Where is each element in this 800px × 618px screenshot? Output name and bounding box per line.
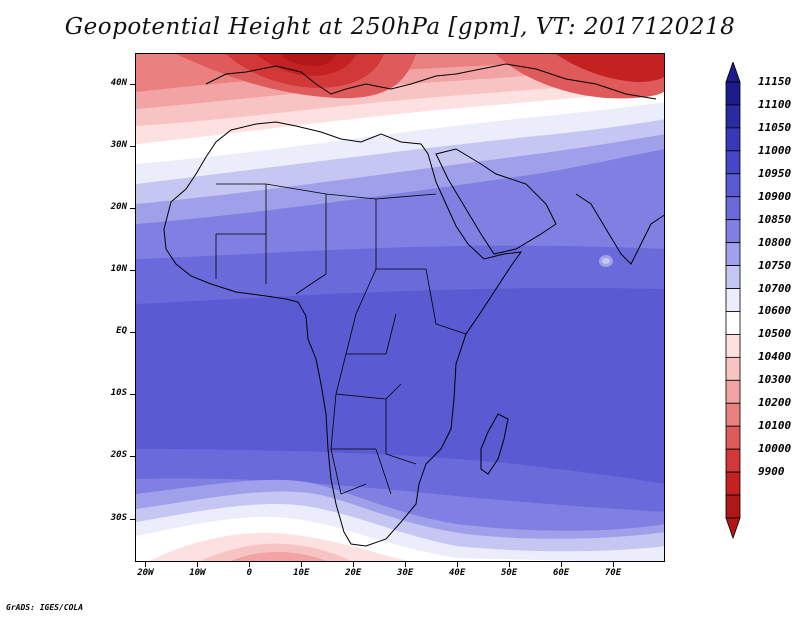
field-cell-10800 <box>602 258 610 264</box>
lon-tick-mark <box>249 562 250 567</box>
lat-tick-mark <box>130 270 135 271</box>
lon-tick-label: 30E <box>385 568 425 578</box>
colorbar-label: 11050 <box>758 121 791 134</box>
colorbar-label: 10800 <box>758 236 791 249</box>
colorbar-swatch <box>726 243 740 266</box>
colorbar <box>722 62 752 566</box>
geopotential-height-map <box>136 54 665 562</box>
lat-tick-mark <box>130 394 135 395</box>
colorbar-label: 11000 <box>758 144 791 157</box>
colorbar-label: 10950 <box>758 167 791 180</box>
colorbar-swatch <box>726 495 740 518</box>
colorbar-swatch <box>726 220 740 243</box>
colorbar-swatch <box>726 380 740 403</box>
lat-tick-mark <box>130 146 135 147</box>
colorbar-label: 9900 <box>758 465 785 478</box>
lon-tick-label: 20W <box>125 568 165 578</box>
lon-tick-mark <box>353 562 354 567</box>
colorbar-swatch <box>726 472 740 495</box>
colorbar-label: 10100 <box>758 419 791 432</box>
lat-tick-label: 10S <box>87 388 127 398</box>
colorbar-swatch <box>726 151 740 174</box>
colorbar-swatch <box>726 449 740 472</box>
colorbar-label: 10200 <box>758 396 791 409</box>
lat-tick-mark <box>130 84 135 85</box>
map-panel <box>135 53 665 562</box>
colorbar-label: 10500 <box>758 327 791 340</box>
colorbar-swatch <box>726 426 740 449</box>
lat-tick-label: 20S <box>87 450 127 460</box>
colorbar-swatches <box>722 62 752 562</box>
colorbar-swatch <box>726 82 740 105</box>
lat-tick-label: EQ <box>87 326 127 336</box>
lon-tick-label: 50E <box>489 568 529 578</box>
lon-tick-label: 40E <box>437 568 477 578</box>
lon-tick-label: 0 <box>229 568 269 578</box>
colorbar-label: 10700 <box>758 282 791 295</box>
lon-tick-label: 60E <box>541 568 581 578</box>
colorbar-swatch <box>726 357 740 380</box>
lat-tick-mark <box>130 519 135 520</box>
lon-tick-label: 20E <box>333 568 373 578</box>
colorbar-label: 10400 <box>758 350 791 363</box>
colorbar-label: 11150 <box>758 75 791 88</box>
lat-tick-label: 10N <box>87 264 127 274</box>
lat-tick-mark <box>130 456 135 457</box>
colorbar-label: 10300 <box>758 373 791 386</box>
lat-tick-label: 30N <box>87 140 127 150</box>
lon-tick-label: 10W <box>177 568 217 578</box>
colorbar-swatch <box>726 334 740 357</box>
chart-title: Geopotential Height at 250hPa [gpm], VT:… <box>0 14 800 40</box>
colorbar-label: 10750 <box>758 259 791 272</box>
colorbar-swatch <box>726 403 740 426</box>
lat-tick-label: 20N <box>87 202 127 212</box>
footer-credit: GrADS: IGES/COLA <box>6 603 83 612</box>
lon-tick-mark <box>613 562 614 567</box>
colorbar-top-arrow <box>726 62 740 82</box>
colorbar-swatch <box>726 289 740 312</box>
colorbar-swatch <box>726 174 740 197</box>
lat-tick-mark <box>130 332 135 333</box>
lon-tick-mark <box>145 562 146 567</box>
colorbar-label: 10850 <box>758 213 791 226</box>
colorbar-label: 10900 <box>758 190 791 203</box>
lon-tick-label: 10E <box>281 568 321 578</box>
colorbar-swatch <box>726 105 740 128</box>
lat-tick-mark <box>130 208 135 209</box>
colorbar-swatch <box>726 197 740 220</box>
lat-tick-label: 30S <box>87 513 127 523</box>
colorbar-label: 10000 <box>758 442 791 455</box>
colorbar-label: 10600 <box>758 304 791 317</box>
colorbar-label: 11100 <box>758 98 791 111</box>
lon-tick-mark <box>197 562 198 567</box>
lon-tick-mark <box>509 562 510 567</box>
lon-tick-mark <box>457 562 458 567</box>
colorbar-bottom-arrow <box>726 518 740 538</box>
lon-tick-label: 70E <box>593 568 633 578</box>
colorbar-swatch <box>726 266 740 289</box>
lat-tick-label: 40N <box>87 78 127 88</box>
lon-tick-mark <box>405 562 406 567</box>
lon-tick-mark <box>301 562 302 567</box>
lon-tick-mark <box>561 562 562 567</box>
colorbar-swatch <box>726 128 740 151</box>
colorbar-swatch <box>726 311 740 334</box>
